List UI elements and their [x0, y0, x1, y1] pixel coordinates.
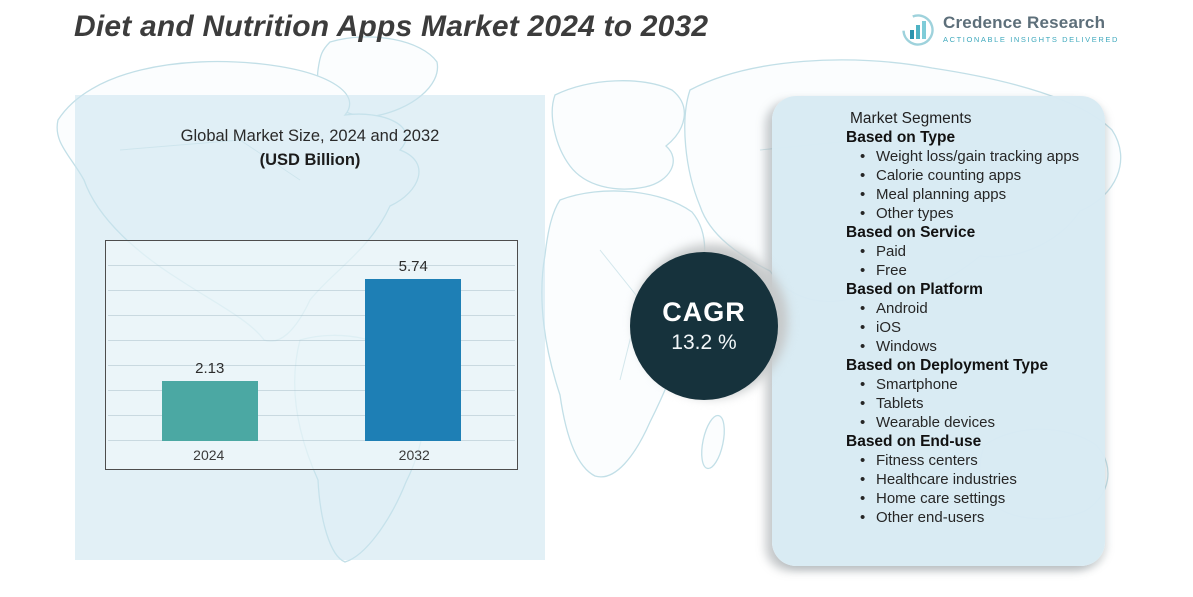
- segment-list: Weight loss/gain tracking appsCalorie co…: [846, 147, 1089, 223]
- segment-item: Meal planning apps: [860, 185, 1089, 204]
- segment-item: Fitness centers: [860, 451, 1089, 470]
- bar-category-label: 2032: [398, 447, 430, 463]
- segment-item: iOS: [860, 318, 1089, 337]
- bar-2024: [161, 381, 258, 441]
- chart-subtitle: (USD Billion): [259, 151, 361, 169]
- segment-item: Paid: [860, 242, 1089, 261]
- bar-chart-logo-icon: [902, 14, 934, 46]
- segment-heading: Based on End-use: [846, 433, 982, 450]
- brand-name: Credence Research: [943, 13, 1106, 32]
- bar-column-2032: 5.74: [365, 258, 462, 441]
- segment-list: AndroidiOSWindows: [846, 299, 1089, 356]
- segment-item: Calorie counting apps: [860, 166, 1089, 185]
- segment-item: Tablets: [860, 394, 1089, 413]
- segment-item: Healthcare industries: [860, 470, 1089, 489]
- segment-item: Android: [860, 299, 1089, 318]
- brand-text: Credence Research ACTIONABLE INSIGHTS DE…: [943, 13, 1119, 44]
- segment-heading: Based on Type: [846, 129, 956, 146]
- segment-heading: Based on Platform: [846, 281, 983, 298]
- bar-2032: [365, 279, 462, 441]
- segments-title: Market Segments: [850, 110, 972, 127]
- bar-chart-plot-area: 2.13 5.74: [108, 241, 515, 441]
- cagr-label: CAGR: [662, 297, 746, 327]
- bar-column-2024: 2.13: [161, 360, 258, 441]
- market-size-panel: Global Market Size, 2024 and 2032 (USD B…: [75, 95, 545, 560]
- cagr-value: 13.2 %: [671, 331, 737, 354]
- bar-value-label: 5.74: [398, 258, 428, 275]
- bar-chart: 2.13 5.74 2024 2032: [105, 240, 518, 470]
- brand-logo: Credence Research ACTIONABLE INSIGHTS DE…: [901, 13, 1119, 47]
- segment-item: Free: [860, 261, 1089, 280]
- bar-chart-category-axis: 2024 2032: [106, 441, 517, 469]
- page-title: Diet and Nutrition Apps Market 2024 to 2…: [74, 10, 709, 43]
- cagr-badge: CAGR 13.2 %: [630, 244, 788, 400]
- segment-item: Other end-users: [860, 508, 1089, 527]
- bar-category-label: 2024: [193, 447, 225, 463]
- cagr-circle: CAGR 13.2 %: [630, 252, 778, 400]
- segment-list: SmartphoneTabletsWearable devices: [846, 375, 1089, 432]
- segment-list: PaidFree: [846, 242, 1089, 280]
- segment-item: Home care settings: [860, 489, 1089, 508]
- brand-tagline: ACTIONABLE INSIGHTS DELIVERED: [943, 35, 1120, 44]
- segments-groups: Based on TypeWeight loss/gain tracking a…: [846, 128, 1089, 527]
- segment-item: Other types: [860, 204, 1089, 223]
- market-segments-panel: Market Segments Based on TypeWeight loss…: [772, 96, 1105, 566]
- segment-item: Wearable devices: [860, 413, 1089, 432]
- segment-item: Smartphone: [860, 375, 1089, 394]
- segment-item: Windows: [860, 337, 1089, 356]
- segment-list: Fitness centersHealthcare industriesHome…: [846, 451, 1089, 527]
- bar-value-label: 2.13: [195, 360, 225, 377]
- segment-item: Weight loss/gain tracking apps: [860, 147, 1089, 166]
- segment-heading: Based on Deployment Type: [846, 357, 1049, 374]
- chart-title: Global Market Size, 2024 and 2032: [180, 127, 440, 145]
- segment-heading: Based on Service: [846, 224, 976, 241]
